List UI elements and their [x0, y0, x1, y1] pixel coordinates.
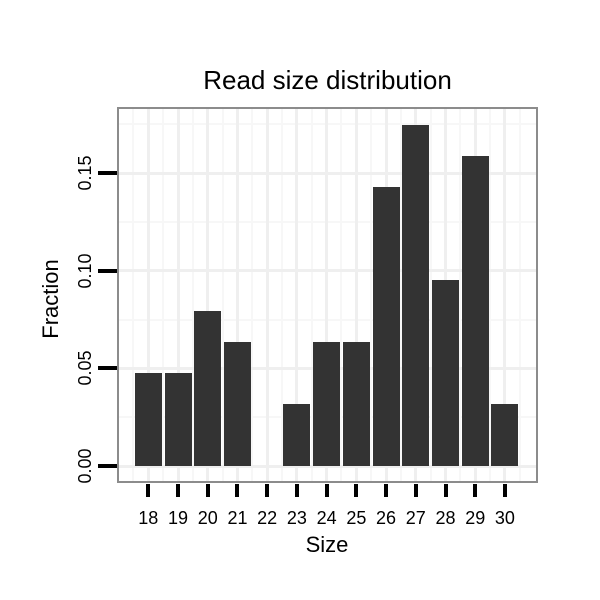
- plot-panel: [117, 107, 538, 483]
- x-axis-tick: [502, 483, 507, 497]
- gridline-major-vertical: [325, 109, 329, 481]
- y-axis-tick: [98, 464, 117, 468]
- y-axis-tick-label: 0.15: [75, 155, 95, 191]
- gridline-minor-vertical: [340, 109, 343, 481]
- gridline-minor-vertical: [191, 109, 194, 481]
- bar-29: [461, 156, 489, 466]
- gridline-major-vertical: [235, 109, 239, 481]
- x-axis-tick-label: 18: [138, 508, 159, 528]
- gridline-minor-vertical: [162, 109, 165, 481]
- x-axis-tick: [176, 483, 181, 497]
- bars-layer: [119, 109, 536, 481]
- plot-title: Read size distribution: [203, 65, 452, 95]
- x-axis-tick: [473, 483, 478, 497]
- y-axis-tick: [98, 171, 117, 176]
- x-axis-tick-label: 25: [346, 508, 367, 528]
- x-axis-tick: [294, 483, 299, 497]
- gridline-minor-vertical: [399, 109, 402, 481]
- y-axis-title: Fraction: [38, 259, 63, 339]
- gridline-minor-vertical: [132, 109, 135, 481]
- gridline-major-vertical: [265, 109, 269, 481]
- x-axis-tick: [354, 483, 359, 497]
- y-axis-tick: [98, 366, 117, 371]
- y-axis-tick-label: 0.05: [75, 350, 95, 386]
- gridline-major-vertical: [146, 109, 150, 481]
- gridline-major-vertical: [295, 109, 299, 481]
- x-axis-tick: [384, 483, 389, 497]
- gridline-major-vertical: [503, 109, 507, 481]
- y-axis-tick-label: 0.10: [75, 253, 95, 289]
- gridline-minor-vertical: [251, 109, 254, 481]
- bar-24: [313, 341, 341, 466]
- bar-21: [223, 341, 251, 466]
- x-axis-tick-label: 29: [465, 508, 486, 528]
- bar-28: [432, 280, 459, 466]
- x-axis-tick-label: 27: [405, 508, 426, 528]
- x-axis-tick: [235, 483, 240, 497]
- gridline-major-vertical: [354, 109, 358, 481]
- gridline-minor-vertical: [310, 109, 313, 481]
- bar-25: [342, 341, 370, 466]
- bar-23: [283, 404, 311, 466]
- x-axis-tick-label: 30: [494, 508, 515, 528]
- gridline-major-vertical: [206, 109, 210, 481]
- x-axis-tick: [413, 483, 418, 497]
- y-axis-tick-label: 0.00: [75, 448, 95, 484]
- gridline-minor-vertical: [281, 109, 284, 481]
- bar-26: [372, 186, 400, 466]
- gridline-minor-vertical: [370, 109, 373, 481]
- x-axis-tick: [205, 483, 210, 497]
- x-axis-tick-label: 23: [286, 508, 307, 528]
- bar-30: [491, 404, 519, 466]
- x-axis-tick: [443, 483, 448, 497]
- x-axis-tick-label: 28: [435, 508, 456, 528]
- x-axis-title: Size: [305, 532, 349, 557]
- gridline-minor-vertical: [429, 109, 432, 481]
- x-axis-tick: [265, 483, 270, 497]
- x-axis-tick-label: 19: [168, 508, 189, 528]
- x-axis-tick: [146, 483, 151, 497]
- bar-19: [164, 373, 192, 466]
- bar-18: [134, 373, 162, 466]
- gridline-minor-vertical: [489, 109, 492, 481]
- x-axis-tick: [324, 483, 329, 497]
- x-axis-tick-label: 24: [316, 508, 337, 528]
- x-axis-tick-label: 20: [197, 508, 218, 528]
- x-axis-tick-label: 26: [376, 508, 397, 528]
- gridline-minor-vertical: [221, 109, 224, 481]
- gridline-minor-vertical: [518, 109, 521, 481]
- gridline-minor-vertical: [459, 109, 462, 481]
- bar-20: [194, 310, 222, 466]
- x-axis-tick-label: 21: [227, 508, 248, 528]
- gridline-major-vertical: [176, 109, 180, 481]
- bar-27: [402, 125, 430, 466]
- y-axis-tick: [98, 268, 117, 273]
- x-axis-tick-label: 22: [257, 508, 278, 528]
